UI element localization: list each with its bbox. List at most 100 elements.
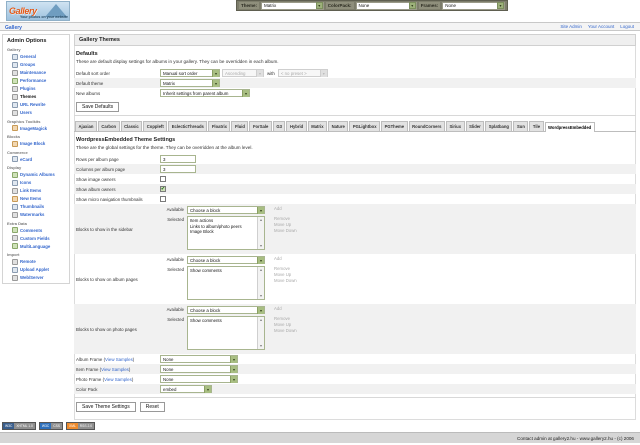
sidebar-item-thumbnails[interactable]: Thumbnails <box>6 203 66 211</box>
default-theme-select[interactable]: Matrix ▾ <box>160 79 220 87</box>
tab-roundcorners[interactable]: RoundCorners <box>408 121 445 131</box>
tab-nature[interactable]: Nature <box>328 121 349 131</box>
theme-toolbar-theme-select[interactable]: Matrix ▾ <box>261 1 324 10</box>
tab-splatbang[interactable]: Splatbang <box>485 121 513 131</box>
action-move-down[interactable]: Move Down <box>274 278 297 283</box>
sidebar-item-comments[interactable]: Comments <box>6 226 66 234</box>
sidebar-item-general[interactable]: General <box>6 53 66 61</box>
validator-badge[interactable]: XML RSS 2.0 <box>66 422 96 430</box>
scroll-up-icon[interactable]: ▴ <box>259 267 262 272</box>
tab-coppleft[interactable]: Coppleft <box>143 121 168 131</box>
sidebar-item-imagemagick[interactable]: ImageMagick <box>6 124 66 132</box>
selected-blocks-listbox[interactable]: Item actions Links to album/photo peers Im… <box>187 216 265 250</box>
tab-tile[interactable]: Tile <box>529 121 544 131</box>
listbox-scrollbar[interactable]: ▴ ▾ <box>257 267 264 299</box>
sidebar-item-performance[interactable]: Performance <box>6 77 66 85</box>
top-link-logout[interactable]: Logout <box>620 24 634 29</box>
frame-select-album-frame[interactable]: None ▾ <box>160 355 238 363</box>
action-move-down[interactable]: Move Down <box>274 328 297 333</box>
scroll-down-icon[interactable]: ▾ <box>259 293 262 299</box>
action-move-up[interactable]: Move Up <box>274 322 292 327</box>
sidebar-item-custom-fields[interactable]: Custom Fields <box>6 234 66 242</box>
tab-sun[interactable]: Sun <box>513 121 529 131</box>
sidebar-item-multilanguage[interactable]: MultiLanguage <box>6 242 66 250</box>
sidebar-item-new-items[interactable]: New Items <box>6 195 66 203</box>
sidebar-item-users[interactable]: Users <box>6 109 66 117</box>
list-item[interactable]: Show comments <box>190 318 222 323</box>
tab-fluid[interactable]: Fluid <box>231 121 249 131</box>
save-defaults-button[interactable]: Save Defaults <box>76 102 120 112</box>
action-move-up[interactable]: Move Up <box>274 222 292 227</box>
frame-select-photo-frame[interactable]: None ▾ <box>160 375 238 383</box>
sidebar-item-url-rewrite[interactable]: URL Rewrite <box>6 101 66 109</box>
reset-button[interactable]: Reset <box>139 402 165 412</box>
new-albums-select[interactable]: Inherit settings from parent album ▾ <box>160 89 250 97</box>
validator-badge[interactable]: W3C XHTML 1.0 <box>2 422 36 430</box>
available-block-select[interactable]: Choose a block ▾ <box>187 306 265 314</box>
theme-setting-checkbox[interactable]: ✔ <box>160 186 166 192</box>
breadcrumb[interactable]: Gallery <box>5 24 22 31</box>
list-item[interactable]: Image Block <box>190 229 214 235</box>
theme-setting-text-input[interactable]: 3 <box>160 155 196 163</box>
add-link[interactable]: Add <box>274 306 282 311</box>
tab-siriux[interactable]: Siriux <box>445 121 465 131</box>
sidebar-item-web-server[interactable]: Web/Server <box>6 274 66 282</box>
sidebar-item-groups[interactable]: Groups <box>6 61 66 69</box>
validator-badge[interactable]: W3C CSS <box>38 422 63 430</box>
list-item[interactable]: Show comments <box>190 268 222 273</box>
view-samples-link[interactable]: View Samples <box>105 356 133 362</box>
list-item[interactable]: Links to album/photo peers <box>190 223 242 229</box>
tab-classic[interactable]: Classic <box>120 121 143 131</box>
theme-setting-checkbox[interactable] <box>160 196 166 202</box>
action-remove[interactable]: Remove <box>274 216 291 221</box>
sidebar-item-maintenance[interactable]: Maintenance <box>6 69 66 77</box>
action-remove[interactable]: Remove <box>274 316 291 321</box>
action-remove[interactable]: Remove <box>274 266 291 271</box>
tab-pgtheme[interactable]: PGTheme <box>381 121 408 131</box>
tab-g3[interactable]: G3 <box>272 121 286 131</box>
theme-toolbar-frames-select[interactable]: None ▾ <box>442 1 505 10</box>
tab-wordpressembedded[interactable]: WordpressEmbedded <box>544 122 595 132</box>
tab-hybrid[interactable]: Hybrid <box>286 121 307 131</box>
theme-setting-checkbox[interactable] <box>160 176 166 182</box>
selected-blocks-listbox[interactable]: Show comments ▴ ▾ <box>187 266 265 300</box>
listbox-scrollbar[interactable]: ▴ ▾ <box>257 217 264 249</box>
action-move-down[interactable]: Move Down <box>274 228 297 233</box>
theme-setting-text-input[interactable]: 3 <box>160 165 196 173</box>
tab-eclecticthreads[interactable]: EclecticThreads <box>168 121 208 131</box>
tab-pglightbox[interactable]: PGLightbox <box>349 121 381 131</box>
save-theme-settings-button[interactable]: Save Theme Settings <box>76 402 136 412</box>
sidebar-item-themes[interactable]: Themes <box>6 93 66 101</box>
list-item[interactable]: Item actions <box>190 218 214 223</box>
view-samples-link[interactable]: View Samples <box>101 366 129 372</box>
top-link-site-admin[interactable]: Site Admin <box>560 24 582 29</box>
view-samples-link[interactable]: View Samples <box>104 376 132 382</box>
sidebar-item-icons[interactable]: Icons <box>6 179 66 187</box>
tab-ajaxian[interactable]: Ajaxian <box>75 121 97 131</box>
sidebar-item-image-block[interactable]: Image Block <box>6 140 66 148</box>
action-move-up[interactable]: Move Up <box>274 272 292 277</box>
scroll-up-icon[interactable]: ▴ <box>259 217 262 222</box>
available-block-select[interactable]: Choose a block ▾ <box>187 256 265 264</box>
top-link-your-account[interactable]: Your Account <box>587 24 615 29</box>
sidebar-item-plugins[interactable]: Plugins <box>6 85 66 93</box>
sidebar-item-link-items[interactable]: Link Items <box>6 187 66 195</box>
selected-blocks-listbox[interactable]: Show comments ▴ ▾ <box>187 316 265 350</box>
scroll-up-icon[interactable]: ▴ <box>259 317 262 322</box>
sidebar-item-upload-applet[interactable]: Upload Applet <box>6 266 66 274</box>
listbox-scrollbar[interactable]: ▴ ▾ <box>257 317 264 349</box>
add-link[interactable]: Add <box>274 256 282 261</box>
frame-select-color-pack[interactable]: embed ▾ <box>160 385 212 393</box>
frame-select-item-frame[interactable]: None ▾ <box>160 365 238 373</box>
tab-forsale[interactable]: ForSale <box>249 121 272 131</box>
tab-slider[interactable]: Slider <box>465 121 485 131</box>
tab-floatrix[interactable]: Floatrix <box>208 121 231 131</box>
available-block-select[interactable]: Choose a block ▾ <box>187 206 265 214</box>
tab-carbon[interactable]: Carbon <box>97 121 120 131</box>
sidebar-item-remote[interactable]: Remote <box>6 258 66 266</box>
theme-toolbar-colorpack-select[interactable]: None ▾ <box>355 1 417 10</box>
sidebar-item-dynamic-albums[interactable]: Dynamic Albums <box>6 171 66 179</box>
tab-matrix[interactable]: Matrix <box>307 121 328 131</box>
add-link[interactable]: Add <box>274 206 282 211</box>
sidebar-item-ecard[interactable]: eCard <box>6 155 66 163</box>
